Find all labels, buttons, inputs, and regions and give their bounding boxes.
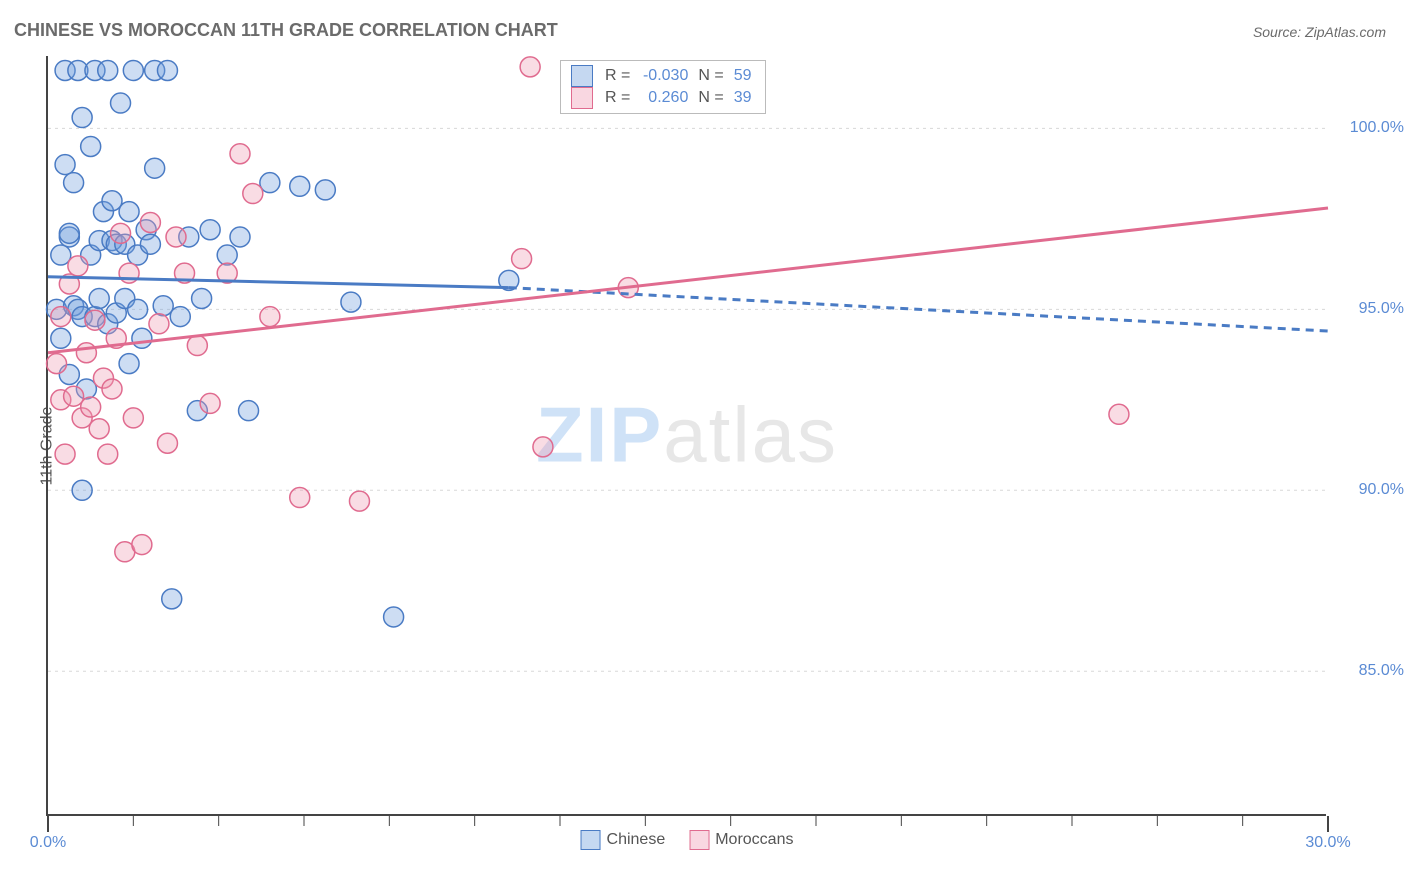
legend-swatch: [571, 87, 593, 109]
y-tick-label: 100.0%: [1350, 119, 1404, 137]
legend-swatch: [689, 830, 709, 850]
source-label: Source: ZipAtlas.com: [1253, 24, 1386, 40]
legend-r-label: R =: [605, 89, 630, 107]
y-tick-label: 95.0%: [1359, 300, 1404, 318]
legend-r-value: -0.030: [636, 67, 692, 85]
legend-row: R = 0.260 N = 39: [571, 87, 755, 109]
series-name: Moroccans: [715, 831, 793, 848]
legend-n-label: N =: [698, 67, 723, 85]
legend-r-value: 0.260: [636, 89, 692, 107]
series-legend-item: Chinese: [581, 830, 666, 850]
legend-n-value: 39: [730, 89, 756, 107]
legend-row: R = -0.030 N = 59: [571, 65, 755, 87]
chart-container: CHINESE VS MOROCCAN 11TH GRADE CORRELATI…: [0, 0, 1406, 892]
x-tick-label: 0.0%: [30, 834, 66, 852]
legend-swatch: [581, 830, 601, 850]
x-tick-label: 30.0%: [1305, 834, 1350, 852]
series-legend-item: Moroccans: [689, 830, 793, 850]
legend-n-label: N =: [698, 89, 723, 107]
plot-svg: [48, 56, 1326, 814]
legend-n-value: 59: [730, 67, 756, 85]
series-legend: Chinese Moroccans: [581, 830, 794, 850]
plot-area: ZIPatlas R =-0.030N =59R =0.260N =39 Chi…: [46, 56, 1326, 816]
series-name: Chinese: [607, 831, 666, 848]
stats-legend: R = -0.030 N = 59 R = 0.260 N = 39: [560, 60, 766, 114]
y-tick-label: 90.0%: [1359, 481, 1404, 499]
legend-r-label: R =: [605, 67, 630, 85]
legend-swatch: [571, 65, 593, 87]
y-tick-label: 85.0%: [1359, 662, 1404, 680]
chart-title: CHINESE VS MOROCCAN 11TH GRADE CORRELATI…: [14, 20, 558, 41]
